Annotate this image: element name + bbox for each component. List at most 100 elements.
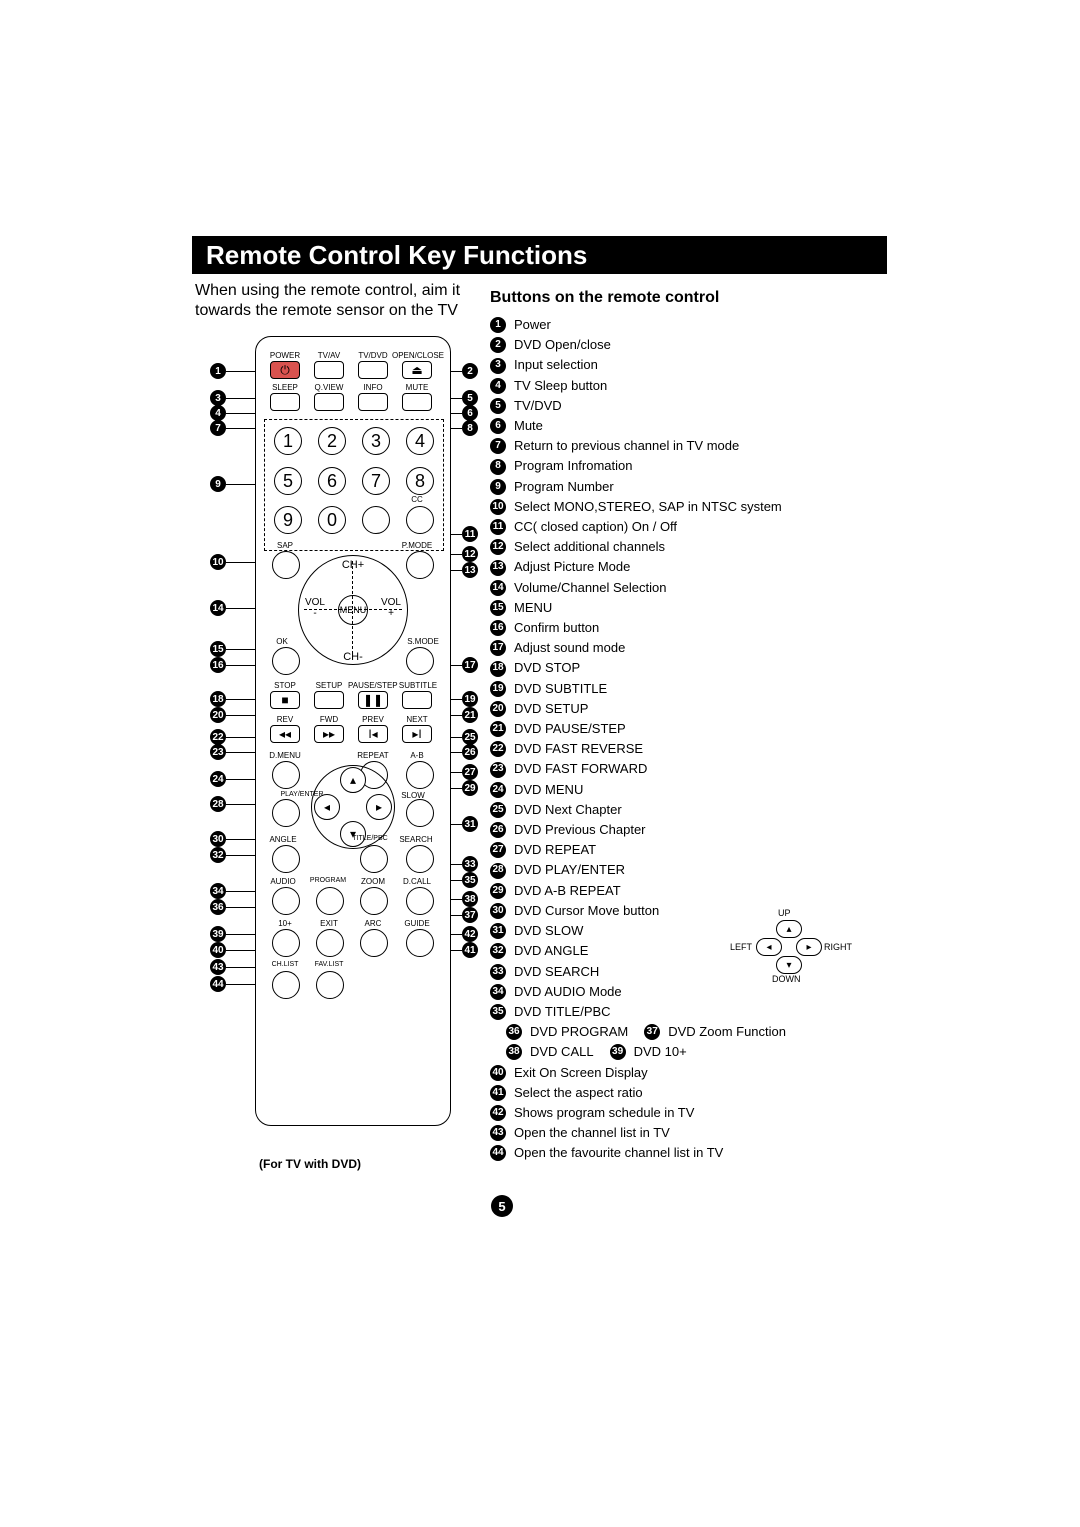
legend-text: Select additional channels	[514, 537, 665, 557]
label-pause: PAUSE/STEP	[348, 681, 396, 690]
callout-21: 21	[462, 707, 478, 723]
legend-badge: 11	[490, 519, 506, 535]
menu-button[interactable]: MENU	[338, 595, 368, 625]
sleep-button[interactable]	[270, 393, 300, 411]
tvdvd-button[interactable]	[358, 361, 388, 379]
legend-row: 43Open the channel list in TV	[490, 1123, 890, 1143]
digit-5-button[interactable]: 5	[274, 467, 302, 495]
label-mute: MUTE	[400, 383, 434, 392]
angle-button[interactable]	[272, 845, 300, 873]
legend-row: 38DVD CALL39DVD 10+	[490, 1042, 890, 1062]
callout-2: 2	[462, 363, 478, 379]
legend-text: DVD MENU	[514, 780, 583, 800]
program-button[interactable]	[316, 887, 344, 915]
legend-row: 12Select additional channels	[490, 537, 890, 557]
open-close-button[interactable]: ⏏	[402, 361, 432, 379]
digit-1-button[interactable]: 1	[274, 427, 302, 455]
rev-button[interactable]: ◂◂	[270, 725, 300, 743]
dmenu-button[interactable]	[272, 761, 300, 789]
dcall-button[interactable]	[406, 887, 434, 915]
legend-row: 44Open the favourite channel list in TV	[490, 1143, 890, 1163]
legend-text: Program Infromation	[514, 456, 633, 476]
exit-button[interactable]	[316, 929, 344, 957]
callout-13: 13	[462, 562, 478, 578]
chlist-button[interactable]	[272, 971, 300, 999]
callout-33: 33	[462, 856, 478, 872]
arrow-up-icon: ▴	[776, 920, 802, 938]
callout-19: 19	[462, 691, 478, 707]
legend-badge: 8	[490, 459, 506, 475]
legend-badge: 25	[490, 802, 506, 818]
legend-badge: 26	[490, 822, 506, 838]
legend-text: Select the aspect ratio	[514, 1083, 643, 1103]
slow-button[interactable]	[406, 799, 434, 827]
subtitle-button[interactable]	[402, 691, 432, 709]
legend-badge: 7	[490, 438, 506, 454]
power-button[interactable]: ⏻	[270, 361, 300, 379]
qview-button[interactable]	[314, 393, 344, 411]
digit-7-button[interactable]: 7	[362, 467, 390, 495]
dash-button[interactable]	[362, 506, 390, 534]
stop-button[interactable]: ■	[270, 691, 300, 709]
callout-7: 7	[210, 420, 226, 436]
callout-41: 41	[462, 942, 478, 958]
legend-badge: 27	[490, 842, 506, 858]
digit-0-button[interactable]: 0	[318, 506, 346, 534]
zoom-button[interactable]	[360, 887, 388, 915]
label-volplus: VOL +	[378, 597, 404, 619]
arc-button[interactable]	[360, 929, 388, 957]
guide-button[interactable]	[406, 929, 434, 957]
sap-button[interactable]	[272, 551, 300, 579]
digit-9-button[interactable]: 9	[274, 506, 302, 534]
legend-row: 7Return to previous channel in TV mode	[490, 436, 890, 456]
legend-text: Shows program schedule in TV	[514, 1103, 694, 1123]
cc-button[interactable]	[406, 506, 434, 534]
legend-badge: 14	[490, 580, 506, 596]
label-setup: SETUP	[312, 681, 346, 690]
label-dmenu: D.MENU	[268, 751, 302, 760]
digit-8-button[interactable]: 8	[406, 467, 434, 495]
playenter-button[interactable]	[272, 799, 300, 827]
audio-button[interactable]	[272, 887, 300, 915]
smode-button[interactable]	[406, 647, 434, 675]
favlist-button[interactable]	[316, 971, 344, 999]
callout-23: 23	[210, 744, 226, 760]
ok-button[interactable]	[272, 647, 300, 675]
legend-text: DVD REPEAT	[514, 840, 596, 860]
cursor-right-button[interactable]: ▸	[366, 794, 392, 820]
setup-button[interactable]	[314, 691, 344, 709]
tvav-button[interactable]	[314, 361, 344, 379]
legend-text: DVD FAST FORWARD	[514, 759, 647, 779]
pmode-button[interactable]	[406, 551, 434, 579]
digit-2-button[interactable]: 2	[318, 427, 346, 455]
digit-3-button[interactable]: 3	[362, 427, 390, 455]
legend-row: 6Mute	[490, 416, 890, 436]
legend-text: DVD SUBTITLE	[514, 679, 607, 699]
label-left: LEFT	[730, 942, 752, 952]
digit-4-button[interactable]: 4	[406, 427, 434, 455]
callout-11: 11	[462, 526, 478, 542]
digit-6-button[interactable]: 6	[318, 467, 346, 495]
titlepbc-button[interactable]	[360, 845, 388, 873]
tenplus-button[interactable]	[272, 929, 300, 957]
legend-text: Mute	[514, 416, 543, 436]
next-button[interactable]: ▸I	[402, 725, 432, 743]
fwd-button[interactable]: ▸▸	[314, 725, 344, 743]
callout-38: 38	[462, 891, 478, 907]
legend-text: DVD TITLE/PBC	[514, 1002, 611, 1022]
callout-20: 20	[210, 707, 226, 723]
legend-row: 20DVD SETUP	[490, 699, 890, 719]
ab-button[interactable]	[406, 761, 434, 789]
legend-badge: 10	[490, 499, 506, 515]
info-button[interactable]	[358, 393, 388, 411]
search-button[interactable]	[406, 845, 434, 873]
cursor-up-button[interactable]: ▴	[340, 767, 366, 793]
legend-row: 40Exit On Screen Display	[490, 1063, 890, 1083]
legend-text: DVD Open/close	[514, 335, 611, 355]
callout-40: 40	[210, 942, 226, 958]
mute-button[interactable]	[402, 393, 432, 411]
legend-badge: 42	[490, 1105, 506, 1121]
prev-button[interactable]: I◂	[358, 725, 388, 743]
cursor-down-button[interactable]: ▾	[340, 821, 366, 847]
pause-button[interactable]: ❚❚	[358, 691, 388, 709]
